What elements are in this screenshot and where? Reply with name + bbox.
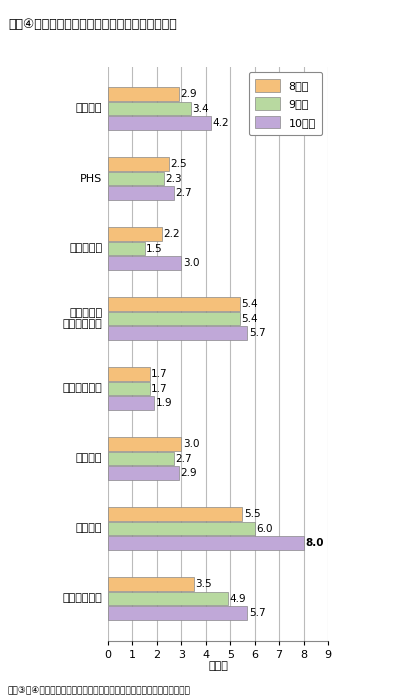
- Text: 3.0: 3.0: [183, 258, 199, 268]
- Text: 3.0: 3.0: [183, 439, 199, 449]
- Bar: [108, 577, 194, 591]
- Text: 5.7: 5.7: [249, 608, 266, 618]
- Bar: [108, 452, 174, 466]
- Text: 1.7: 1.7: [151, 369, 168, 379]
- X-axis label: （台）: （台）: [208, 661, 228, 671]
- Bar: [108, 592, 228, 606]
- Text: 4.2: 4.2: [212, 118, 229, 128]
- Bar: [108, 396, 154, 410]
- Legend: 8年度, 9年度, 10年度: 8年度, 9年度, 10年度: [248, 72, 322, 135]
- Bar: [108, 116, 211, 130]
- Text: 3.5: 3.5: [195, 579, 212, 589]
- Bar: [108, 87, 179, 101]
- Bar: [108, 536, 304, 550]
- Text: 2.3: 2.3: [166, 174, 182, 183]
- Bar: [108, 507, 242, 521]
- Text: 1.7: 1.7: [151, 384, 168, 393]
- Bar: [108, 241, 145, 255]
- Text: 図表④　事業所の情報通信関連機器平均保有台数: 図表④ 事業所の情報通信関連機器平均保有台数: [8, 18, 177, 31]
- Text: 1.9: 1.9: [156, 398, 172, 408]
- Bar: [108, 606, 247, 620]
- Text: 5.4: 5.4: [242, 299, 258, 309]
- Text: 8.0: 8.0: [305, 538, 324, 548]
- Bar: [108, 326, 247, 340]
- Bar: [108, 522, 255, 536]
- Text: 4.9: 4.9: [229, 594, 246, 603]
- Text: 5.4: 5.4: [242, 314, 258, 323]
- Text: 1.5: 1.5: [146, 244, 163, 253]
- Text: 5.5: 5.5: [244, 509, 260, 519]
- Bar: [108, 256, 181, 270]
- Bar: [108, 102, 191, 116]
- Text: 2.9: 2.9: [180, 468, 197, 478]
- Bar: [108, 186, 174, 200]
- Text: 図表③、④　「通信利用動向調査（事業所調査）」（郵政省）により作成: 図表③、④ 「通信利用動向調査（事業所調査）」（郵政省）により作成: [8, 685, 191, 694]
- Text: 2.2: 2.2: [163, 229, 180, 239]
- Text: 5.7: 5.7: [249, 328, 266, 338]
- Text: 3.4: 3.4: [192, 104, 209, 113]
- Bar: [108, 466, 179, 480]
- Bar: [108, 367, 150, 381]
- Bar: [108, 172, 164, 186]
- Bar: [108, 437, 181, 451]
- Bar: [108, 227, 162, 241]
- Text: 2.5: 2.5: [170, 159, 187, 169]
- Text: 2.9: 2.9: [180, 89, 197, 99]
- Bar: [108, 312, 240, 326]
- Bar: [108, 297, 240, 311]
- Text: 2.7: 2.7: [176, 454, 192, 463]
- Bar: [108, 382, 150, 395]
- Text: 6.0: 6.0: [256, 524, 273, 533]
- Text: 2.7: 2.7: [176, 188, 192, 198]
- Bar: [108, 157, 169, 171]
